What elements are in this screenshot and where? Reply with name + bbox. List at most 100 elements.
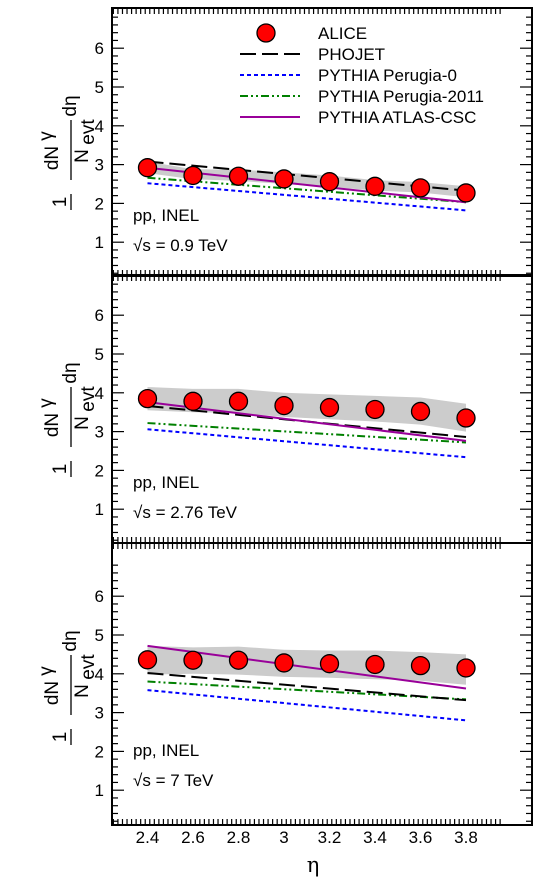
panel-3-plot-area <box>137 644 476 722</box>
x-tick-label: 3.2 <box>318 828 342 847</box>
alice-point <box>365 654 385 675</box>
alice-point <box>410 178 431 198</box>
panel-system-label: pp, INEL <box>133 473 199 492</box>
legend-entry-label: ALICE <box>318 24 367 43</box>
y-label-denominator-sub: evt <box>78 386 99 412</box>
alice-point <box>319 172 340 192</box>
y-label-denominator: N <box>72 416 93 430</box>
alice-point <box>183 391 203 411</box>
atlas_csc-line <box>147 644 467 690</box>
atlas_csc-line <box>147 401 467 442</box>
y-tick-label: 3 <box>95 156 104 175</box>
x-axis-label: η <box>307 853 320 877</box>
y-tick-label: 1 <box>95 233 104 252</box>
alice-point <box>228 166 249 186</box>
y-tick-label: 2 <box>95 194 104 213</box>
perugia0-line <box>147 182 467 212</box>
alice-point <box>456 408 476 428</box>
legend: ALICE PHOJET PYTHIA Perugia-0 PYTHIA Perugi… <box>240 23 484 127</box>
x-tick-label: 3 <box>279 828 288 847</box>
x-tick-label: 3.6 <box>409 828 433 847</box>
legend-entry-label: PYTHIA Perugia-0 <box>318 66 457 85</box>
y-label-numerator: dN <box>42 413 63 437</box>
y-tick-label: 6 <box>95 39 104 58</box>
legend-entry-label: PHOJET <box>318 45 385 64</box>
y-label-d-var: dη <box>60 95 81 116</box>
alice-point <box>137 388 158 409</box>
alice-point <box>319 654 340 674</box>
alice-point <box>274 653 294 673</box>
panel-2-plot-area <box>137 387 476 459</box>
alice-point <box>410 656 431 676</box>
alice-point <box>183 650 203 670</box>
y-tick-label: 5 <box>95 78 104 97</box>
y-label-numerator: dN <box>42 681 63 705</box>
panel-system-label: pp, INEL <box>133 206 199 225</box>
perugia2011-line <box>147 176 467 204</box>
alice-point <box>183 165 203 186</box>
alice-point <box>137 158 158 178</box>
y-tick-label: 2 <box>95 742 104 761</box>
perugia0-line <box>147 689 467 722</box>
alice-point <box>319 397 340 418</box>
x-tick-label: 2.6 <box>181 828 205 847</box>
alice-point <box>365 176 385 196</box>
alice-point <box>456 183 476 203</box>
panel-frame <box>111 542 533 826</box>
alice-point <box>228 650 249 670</box>
alice-point <box>228 391 249 411</box>
alice-point <box>274 169 294 189</box>
y-tick-label: 6 <box>95 306 104 325</box>
y-tick-label: 3 <box>95 423 104 442</box>
alice-point <box>137 650 158 670</box>
perugia0-line <box>147 428 467 459</box>
x-tick-labels: 2.4 2.6 2.8 3 3.2 3.4 3.6 3.8 <box>136 828 478 847</box>
x-tick-label: 3.4 <box>363 828 387 847</box>
systematic-band <box>147 161 466 198</box>
y-label-numerator: dN <box>42 146 63 170</box>
y-tick-label: 5 <box>95 626 104 645</box>
alice-point <box>410 401 431 422</box>
y-label-numerator-sub: γ <box>36 131 57 141</box>
perugia2011-line <box>147 422 467 444</box>
y-label-denominator-sub: evt <box>78 119 99 145</box>
perugia2011-line <box>147 680 467 701</box>
y-label-d-var: dη <box>60 362 81 383</box>
y-tick-label: 1 <box>95 500 104 519</box>
x-tick-label: 2.4 <box>136 828 160 847</box>
y-tick-label: 4 <box>95 665 104 684</box>
y-tick-label: 4 <box>95 384 104 403</box>
y-tick-label: 5 <box>95 345 104 364</box>
y-tick-label: 6 <box>95 587 104 606</box>
panel-system-label: pp, INEL <box>133 741 199 760</box>
y-label-denominator: N <box>72 684 93 698</box>
alice-point <box>365 399 385 420</box>
legend-alice-marker <box>256 23 276 43</box>
panel-energy-label: √s = 7 TeV <box>133 771 214 790</box>
y-label-prefix: 1 <box>50 197 71 208</box>
y-label-numerator-sub: γ <box>36 666 57 676</box>
y-label-prefix: 1 <box>50 732 71 743</box>
y-label-prefix: 1 <box>50 464 71 475</box>
y-tick-label: 2 <box>95 461 104 480</box>
systematic-band <box>147 387 466 432</box>
alice-point <box>456 658 476 678</box>
panel-1-plot-area <box>137 158 476 212</box>
x-tick-label: 2.8 <box>227 828 251 847</box>
panel-energy-label: √s = 2.76 TeV <box>133 503 238 522</box>
y-tick-label: 3 <box>95 704 104 723</box>
y-label-numerator-sub: γ <box>36 398 57 408</box>
alice-point <box>274 395 294 416</box>
y-label-denominator-sub: evt <box>78 654 99 680</box>
legend-entry-label: PYTHIA Perugia-2011 <box>318 87 484 106</box>
y-tick-label: 1 <box>95 781 104 800</box>
x-tick-label: 3.8 <box>454 828 478 847</box>
phojet-line <box>147 672 467 702</box>
